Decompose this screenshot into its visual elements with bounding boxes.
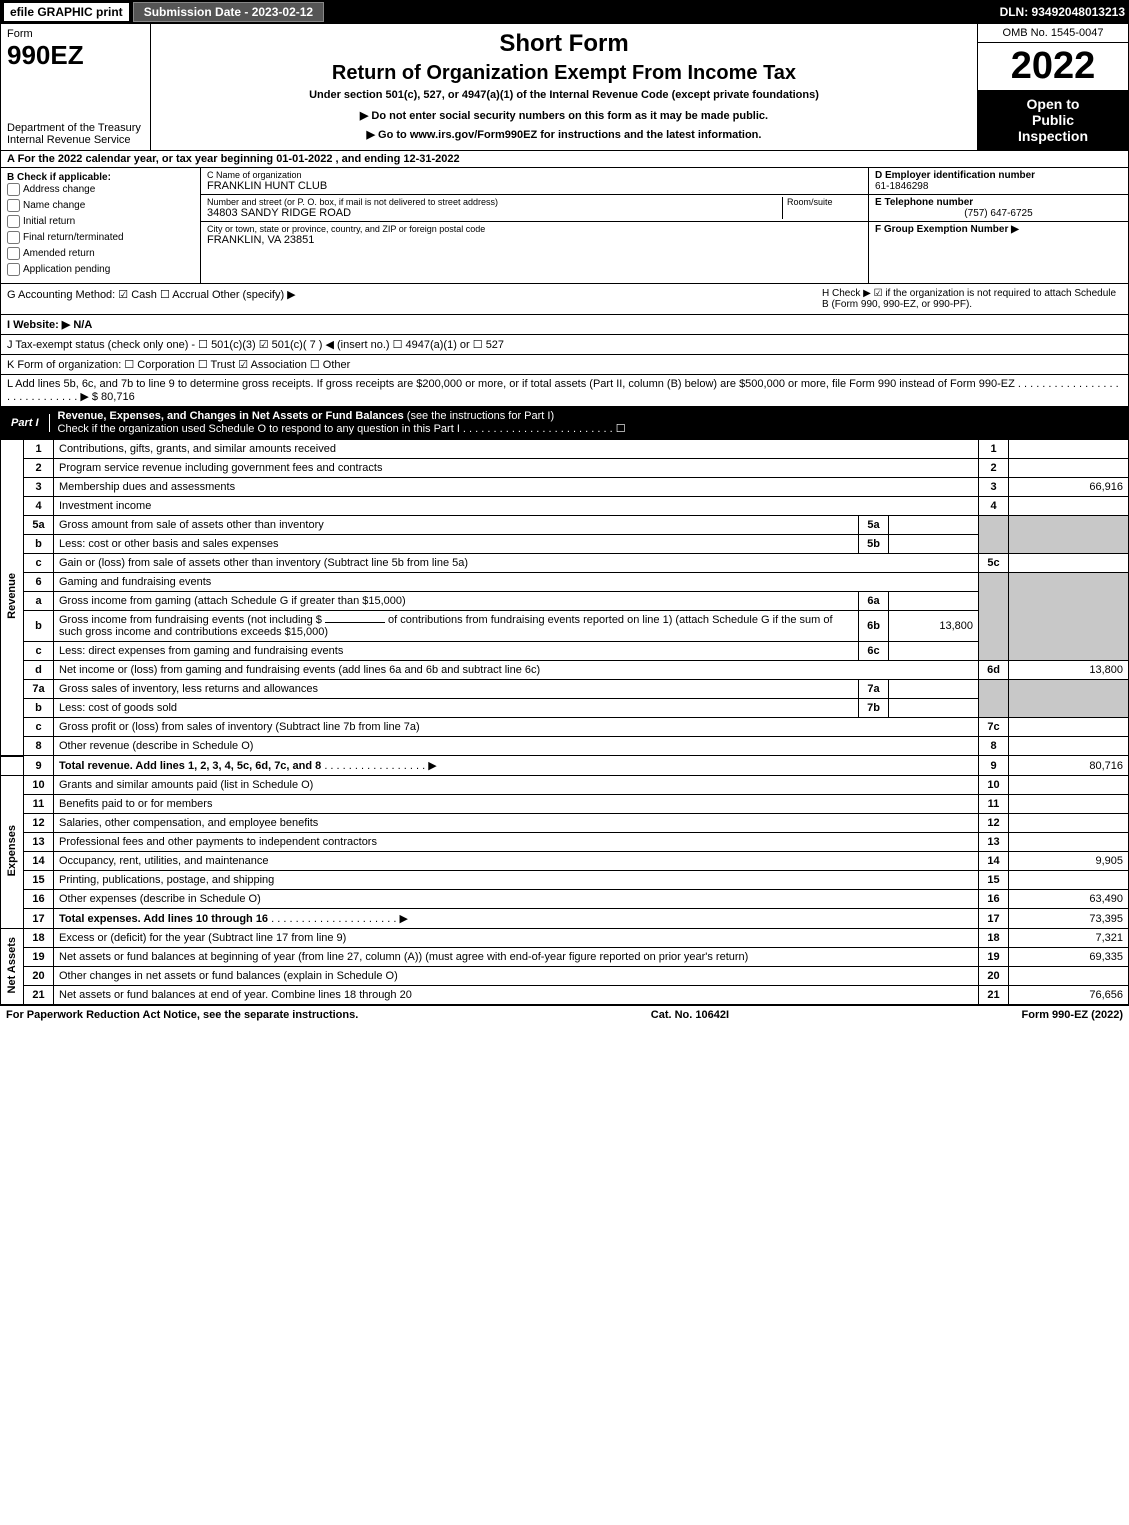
row-a-tax-year: A For the 2022 calendar year, or tax yea…: [0, 151, 1129, 168]
part-1-badge: Part I: [1, 414, 50, 432]
header-right: OMB No. 1545-0047 2022 Open to Public In…: [978, 24, 1128, 150]
form-number: 990EZ: [7, 40, 144, 71]
org-city: FRANKLIN, VA 23851: [207, 234, 862, 246]
tax-year: 2022: [978, 43, 1128, 90]
line-1-no: 1: [24, 440, 54, 459]
chk-initial-return[interactable]: Initial return: [7, 215, 194, 228]
column-c: C Name of organization FRANKLIN HUNT CLU…: [201, 168, 868, 283]
line-21-value: 76,656: [1009, 986, 1129, 1005]
chk-amended-return[interactable]: Amended return: [7, 247, 194, 260]
line-6b-value: 13,800: [889, 611, 979, 642]
form-label: Form: [7, 28, 144, 40]
page-footer: For Paperwork Reduction Act Notice, see …: [0, 1005, 1129, 1024]
b-label: B Check if applicable:: [7, 172, 194, 183]
revenue-label: Revenue: [1, 440, 24, 756]
chk-final-return[interactable]: Final return/terminated: [7, 231, 194, 244]
expenses-label: Expenses: [1, 776, 24, 929]
line-14-value: 9,905: [1009, 852, 1129, 871]
line-18-value: 7,321: [1009, 929, 1129, 948]
row-k-org-form: K Form of organization: ☐ Corporation ☐ …: [0, 355, 1129, 375]
c-name-label: C Name of organization: [207, 170, 862, 180]
submission-date: Submission Date - 2023-02-12: [133, 2, 324, 22]
row-j-tax-exempt: J Tax-exempt status (check only one) - ☐…: [0, 335, 1129, 355]
inspection: Inspection: [982, 128, 1124, 144]
chk-application-pending[interactable]: Application pending: [7, 263, 194, 276]
return-title: Return of Organization Exempt From Incom…: [159, 62, 969, 85]
d-label: D Employer identification number: [875, 170, 1122, 181]
top-bar: efile GRAPHIC print Submission Date - 20…: [0, 0, 1129, 24]
footer-left: For Paperwork Reduction Act Notice, see …: [6, 1009, 358, 1021]
omb-number: OMB No. 1545-0047: [978, 24, 1128, 43]
goto-link: ▶ Go to www.irs.gov/Form990EZ for instru…: [159, 128, 969, 141]
efile-label: efile GRAPHIC print: [4, 3, 129, 21]
open-to: Open to: [982, 96, 1124, 112]
accounting-method: G Accounting Method: ☑ Cash ☐ Accrual Ot…: [7, 288, 822, 310]
room-label: Room/suite: [787, 197, 862, 207]
public: Public: [982, 112, 1124, 128]
org-address: 34803 SANDY RIDGE ROAD: [207, 207, 782, 219]
row-i-website: I Website: ▶ N/A: [0, 315, 1129, 335]
line-19-value: 69,335: [1009, 948, 1129, 967]
under-section: Under section 501(c), 527, or 4947(a)(1)…: [159, 89, 969, 101]
org-name: FRANKLIN HUNT CLUB: [207, 180, 862, 192]
do-not-enter: ▶ Do not enter social security numbers o…: [159, 109, 969, 122]
net-assets-label: Net Assets: [1, 929, 24, 1005]
e-label: E Telephone number: [875, 197, 1122, 208]
part-1-header: Part I Revenue, Expenses, and Changes in…: [0, 407, 1129, 439]
telephone-value: (757) 647-6725: [875, 208, 1122, 219]
footer-right: Form 990-EZ (2022): [1022, 1009, 1123, 1021]
header-middle: Short Form Return of Organization Exempt…: [151, 24, 978, 150]
chk-address-change[interactable]: Address change: [7, 183, 194, 196]
ein-value: 61-1846298: [875, 181, 1122, 192]
open-inspection-box: Open to Public Inspection: [978, 90, 1128, 150]
column-d-e-f: D Employer identification number 61-1846…: [868, 168, 1128, 283]
chk-name-change[interactable]: Name change: [7, 199, 194, 212]
line-1-v: [1009, 440, 1129, 459]
row-g-h: G Accounting Method: ☑ Cash ☐ Accrual Ot…: [0, 284, 1129, 315]
line-9-total-revenue: 80,716: [1009, 756, 1129, 776]
c-city-label: City or town, state or province, country…: [207, 224, 862, 234]
line-3-value: 66,916: [1009, 478, 1129, 497]
row-l-gross-receipts: L Add lines 5b, 6c, and 7b to line 9 to …: [0, 375, 1129, 407]
short-form-title: Short Form: [159, 30, 969, 58]
line-17-total-expenses: 73,395: [1009, 909, 1129, 929]
line-1-desc: Contributions, gifts, grants, and simila…: [54, 440, 979, 459]
column-b: B Check if applicable: Address change Na…: [1, 168, 201, 283]
part-1-check: Check if the organization used Schedule …: [58, 423, 626, 435]
header-left: Form 990EZ Department of the Treasury In…: [1, 24, 151, 150]
footer-mid: Cat. No. 10642I: [651, 1009, 729, 1021]
f-label: F Group Exemption Number ▶: [875, 224, 1122, 235]
line-6b-desc: Gross income from fundraising events (no…: [54, 611, 859, 642]
section-b-to-f: B Check if applicable: Address change Na…: [0, 168, 1129, 284]
schedule-b-check: H Check ▶ ☑ if the organization is not r…: [822, 288, 1122, 310]
department-label: Department of the Treasury Internal Reve…: [7, 122, 144, 146]
line-16-value: 63,490: [1009, 890, 1129, 909]
dln-label: DLN: 93492048013213: [1000, 5, 1125, 19]
line-6d-value: 13,800: [1009, 661, 1129, 680]
part-1-title: Revenue, Expenses, and Changes in Net As…: [50, 407, 1128, 438]
form-header: Form 990EZ Department of the Treasury In…: [0, 24, 1129, 151]
part-1-table: Revenue 1 Contributions, gifts, grants, …: [0, 439, 1129, 1005]
c-addr-label: Number and street (or P. O. box, if mail…: [207, 197, 782, 207]
line-1-r: 1: [979, 440, 1009, 459]
